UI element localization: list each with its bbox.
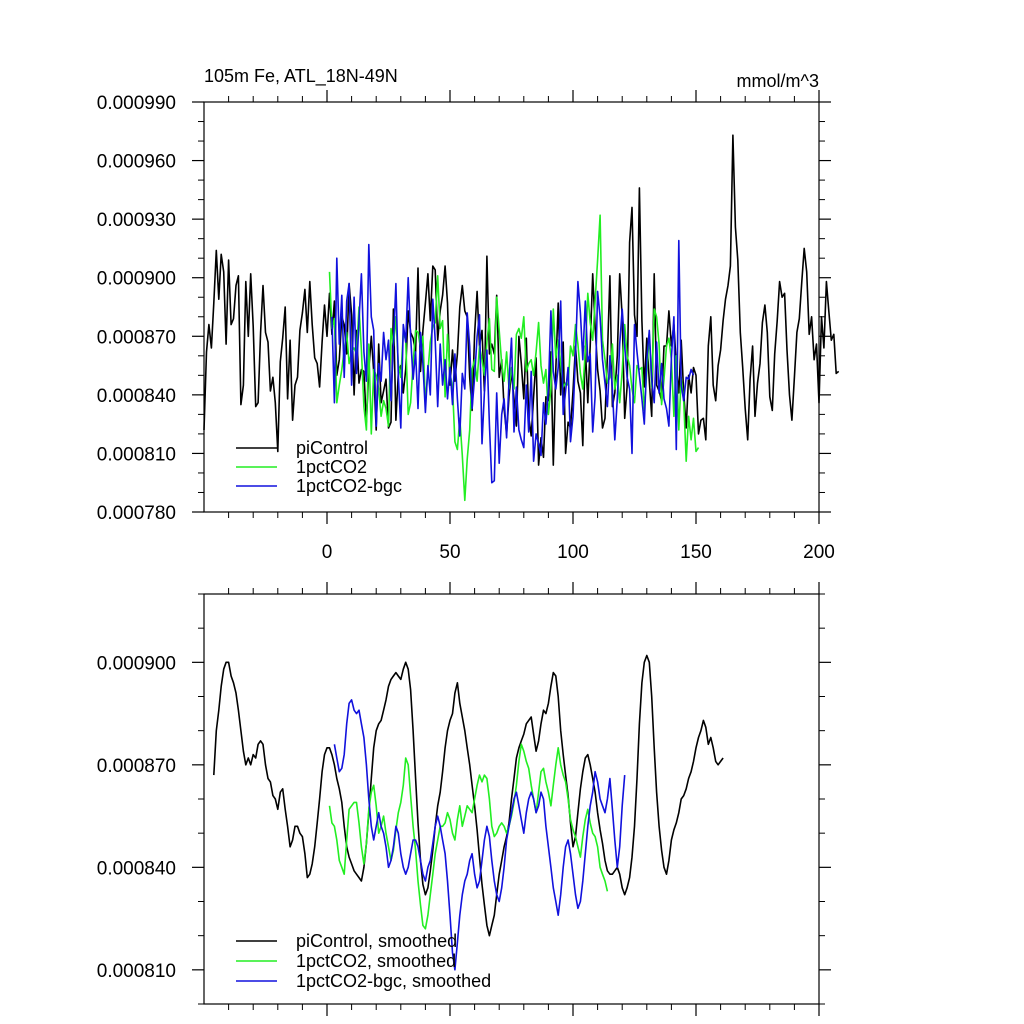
legend-label: piControl <box>296 438 368 458</box>
legend-label: 1pctCO2-bgc, smoothed <box>296 971 491 991</box>
legend-label: 1pctCO2, smoothed <box>296 951 456 971</box>
bottom-axes: 0.000810 0.000840 0.000870 0.000900 <box>97 582 831 1016</box>
y-tick-label: 0.000960 <box>97 152 176 173</box>
y-tick-label: 0.000810 <box>97 961 176 982</box>
top-series-group <box>203 134 840 502</box>
x-tick-label: 50 <box>439 542 460 563</box>
legend-label: piControl, smoothed <box>296 931 457 951</box>
series-line-1pctCO2 <box>328 743 609 930</box>
series-line-1pctCO2-bgc <box>333 699 626 971</box>
y-tick-label: 0.000840 <box>97 386 176 407</box>
series-line-1pctCO2 <box>328 214 700 502</box>
units-label: mmol/m^3 <box>737 71 819 91</box>
legend-label: 1pctCO2-bgc <box>296 476 402 496</box>
y-tick-label: 0.000840 <box>97 858 176 879</box>
x-tick-label: 0 <box>322 542 333 563</box>
y-tick-label: 0.000870 <box>97 756 176 777</box>
y-tick-label: 0.000900 <box>97 653 176 674</box>
y-tick-label: 0.000810 <box>97 444 176 465</box>
series-line-piControl <box>213 654 724 937</box>
x-tick-label: 200 <box>803 542 835 563</box>
legend-label: 1pctCO2 <box>296 457 367 477</box>
y-tick-label: 0.000990 <box>97 93 176 114</box>
top-chart: 105m Fe, ATL_18N-49N mmol/m^3 0 50 100 150 2… <box>97 66 840 563</box>
y-tick-label: 0.000930 <box>97 210 176 231</box>
y-tick-label: 0.000780 <box>97 503 176 524</box>
series-line-piControl <box>203 134 840 466</box>
top-axes: 0 50 100 150 200 0.000780 0.000810 0.000840 0.00… <box>97 90 835 563</box>
y-tick-label: 0.000900 <box>97 269 176 290</box>
bottom-chart: 0.000810 0.000840 0.000870 0.000900 piContr… <box>97 582 831 1016</box>
x-tick-label: 150 <box>680 542 712 563</box>
series-line-1pctCO2-bgc <box>331 239 695 484</box>
bottom-series-group <box>213 654 724 971</box>
plot-frame <box>203 101 820 513</box>
chart-title: 105m Fe, ATL_18N-49N <box>204 66 398 87</box>
y-tick-label: 0.000870 <box>97 327 176 348</box>
x-tick-label: 100 <box>557 542 589 563</box>
